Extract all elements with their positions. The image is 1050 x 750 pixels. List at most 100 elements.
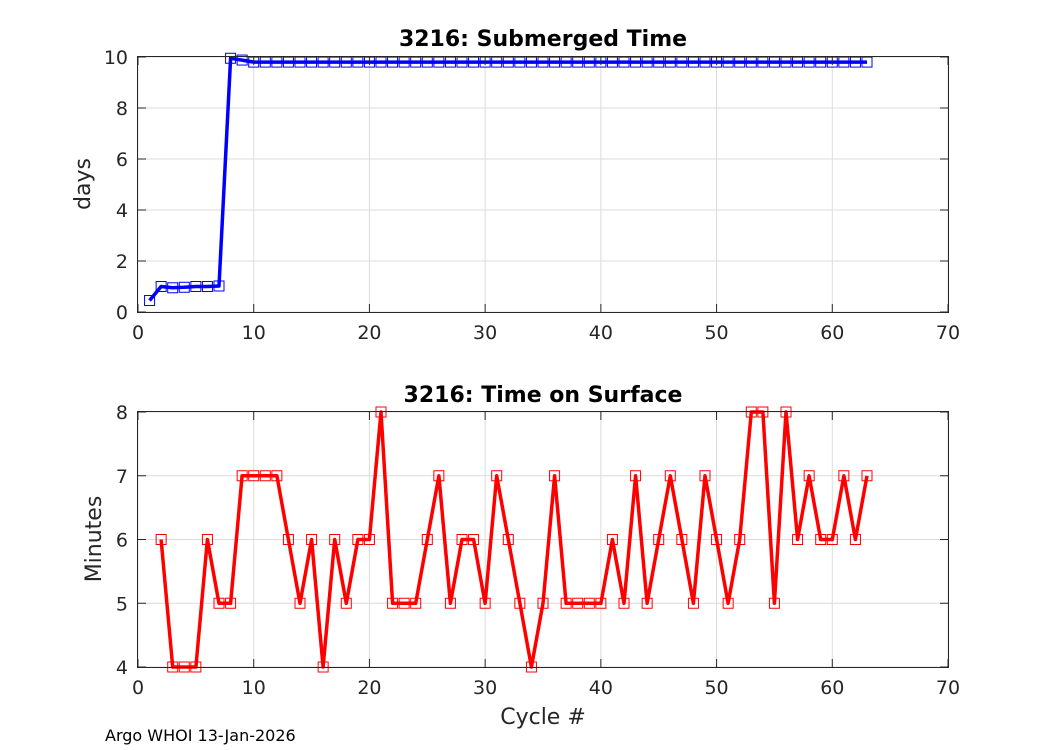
- data-point-marker: [306, 56, 318, 68]
- data-point-marker: [271, 56, 283, 68]
- data-point-marker: [653, 56, 665, 68]
- data-point-marker: [502, 56, 514, 68]
- x-tick-label: 40: [589, 322, 613, 344]
- x-tick-label: 50: [704, 677, 728, 699]
- x-tick-label: 50: [704, 322, 728, 344]
- y-axis-label: Minutes: [82, 496, 107, 583]
- marker-layer: [155, 406, 873, 673]
- data-point-marker: [606, 56, 618, 68]
- data-point-marker: [178, 281, 190, 293]
- data-point-marker: [838, 470, 850, 482]
- data-point-marker: [641, 56, 653, 68]
- data-point-marker: [340, 56, 352, 68]
- data-point-marker: [398, 597, 410, 609]
- y-tick-label: 6: [116, 530, 128, 552]
- data-point-marker: [282, 534, 294, 545]
- data-point-marker: [294, 597, 306, 609]
- data-point-marker: [491, 56, 503, 68]
- data-point-marker: [583, 597, 595, 609]
- x-tick-label: 0: [132, 677, 144, 699]
- data-point-marker: [572, 597, 584, 609]
- data-point-marker: [363, 534, 375, 545]
- data-point-marker: [306, 534, 318, 545]
- data-point-marker: [340, 597, 352, 609]
- x-tick-label: 0: [132, 322, 144, 344]
- data-point-marker: [433, 470, 445, 482]
- data-point-marker: [236, 470, 248, 482]
- data-point-marker: [606, 534, 618, 545]
- data-point-marker: [410, 597, 422, 609]
- data-point-marker: [491, 470, 503, 482]
- data-point-marker: [259, 470, 271, 482]
- data-point-marker: [734, 534, 746, 545]
- data-point-marker: [664, 470, 676, 482]
- data-point-marker: [514, 56, 526, 68]
- data-point-marker: [560, 597, 572, 609]
- x-tick-label: 30: [473, 677, 497, 699]
- data-point-marker: [468, 534, 480, 545]
- data-point-marker: [225, 52, 237, 64]
- data-point-marker: [815, 534, 827, 545]
- y-axis-label: days: [71, 158, 96, 210]
- data-point-marker: [387, 597, 399, 609]
- data-point-marker: [745, 56, 757, 68]
- data-point-marker: [722, 597, 734, 609]
- data-point-marker: [630, 470, 642, 482]
- data-point-marker: [699, 56, 711, 68]
- data-point-marker: [618, 597, 630, 609]
- data-point-marker: [849, 534, 861, 545]
- data-point-marker: [456, 534, 468, 545]
- data-point-marker: [410, 56, 422, 68]
- data-point-marker: [630, 56, 642, 68]
- time-on-surface-chart: 3216: Time on Surface Minutes Cycle # 0 1…: [82, 383, 960, 730]
- tick-layer: 0 10 20 30 40 50 60 70 0 2 4 6 8 10: [104, 47, 960, 344]
- data-point-marker: [317, 56, 329, 68]
- data-point-marker: [618, 56, 630, 68]
- grid-layer: [137, 56, 949, 313]
- data-point-marker: [757, 56, 769, 68]
- data-point-marker: [838, 56, 850, 68]
- line-layer: [159, 410, 869, 669]
- data-point-marker: [375, 56, 387, 68]
- data-point-marker: [248, 470, 260, 482]
- data-point-marker: [768, 597, 780, 609]
- marker-layer: [144, 52, 873, 307]
- x-tick-label: 20: [357, 677, 381, 699]
- data-point-marker: [676, 56, 688, 68]
- series-line: [159, 410, 869, 669]
- data-point-marker: [676, 534, 688, 545]
- data-point-marker: [387, 56, 399, 68]
- data-point-marker: [468, 56, 480, 68]
- data-point-marker: [144, 295, 156, 307]
- data-point-marker: [583, 56, 595, 68]
- plot-frame: [137, 411, 949, 668]
- data-point-marker: [282, 56, 294, 68]
- data-point-marker: [687, 56, 699, 68]
- data-point-marker: [201, 534, 213, 545]
- y-tick-label: 8: [116, 98, 128, 120]
- data-point-marker: [537, 56, 549, 68]
- data-point-marker: [641, 597, 653, 609]
- data-point-marker: [537, 597, 549, 609]
- data-point-marker: [502, 534, 514, 545]
- y-tick-label: 2: [116, 251, 128, 273]
- data-point-marker: [456, 56, 468, 68]
- data-point-marker: [849, 56, 861, 68]
- data-point-marker: [768, 56, 780, 68]
- data-point-marker: [861, 470, 873, 482]
- data-point-marker: [815, 56, 827, 68]
- plot-frame: [137, 56, 949, 313]
- data-point-marker: [259, 56, 271, 68]
- series-line: [148, 56, 867, 302]
- x-tick-label: 60: [820, 677, 844, 699]
- x-tick-label: 70: [936, 677, 960, 699]
- x-axis-label: Cycle #: [500, 705, 586, 730]
- data-point-marker: [699, 470, 711, 482]
- data-point-marker: [722, 56, 734, 68]
- data-point-marker: [444, 56, 456, 68]
- chart-title: 3216: Submerged Time: [399, 27, 687, 52]
- x-tick-label: 70: [936, 322, 960, 344]
- data-point-marker: [792, 534, 804, 545]
- data-point-marker: [826, 534, 838, 545]
